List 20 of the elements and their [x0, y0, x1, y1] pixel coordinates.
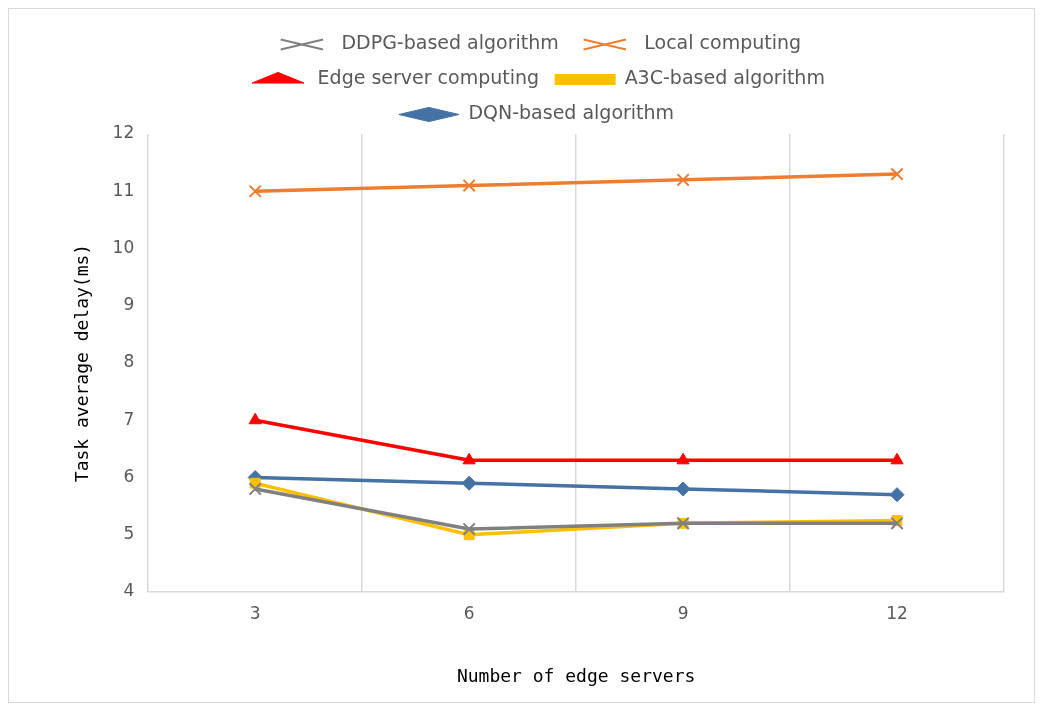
x-tick-label: 9 — [677, 602, 689, 623]
y-tick-label: 10 — [112, 236, 135, 257]
y-tick-label: 12 — [112, 122, 135, 143]
x-axis-title: Number of edge servers — [456, 664, 696, 686]
x-tick-label: 6 — [463, 602, 475, 623]
y-tick-label: 8 — [123, 351, 135, 372]
y-tick-label: 7 — [123, 408, 135, 429]
x-tick-label: 12 — [886, 602, 908, 623]
y-tick-label: 9 — [123, 294, 135, 315]
legend-label: A3C-based algorithm — [624, 66, 825, 89]
legend-label: Edge server computing — [317, 66, 540, 89]
x-tick-label: 3 — [249, 602, 261, 623]
y-tick-label: 6 — [123, 465, 135, 486]
legend-label: Local computing — [644, 31, 802, 54]
legend-label: DDPG-based algorithm — [341, 31, 559, 54]
legend-label: DQN-based algorithm — [468, 101, 675, 124]
y-tick-label: 11 — [112, 179, 135, 200]
y-tick-label: 4 — [123, 580, 135, 601]
y-axis-title: Task average delay(ms) — [71, 243, 93, 483]
y-tick-label: 5 — [123, 523, 135, 544]
